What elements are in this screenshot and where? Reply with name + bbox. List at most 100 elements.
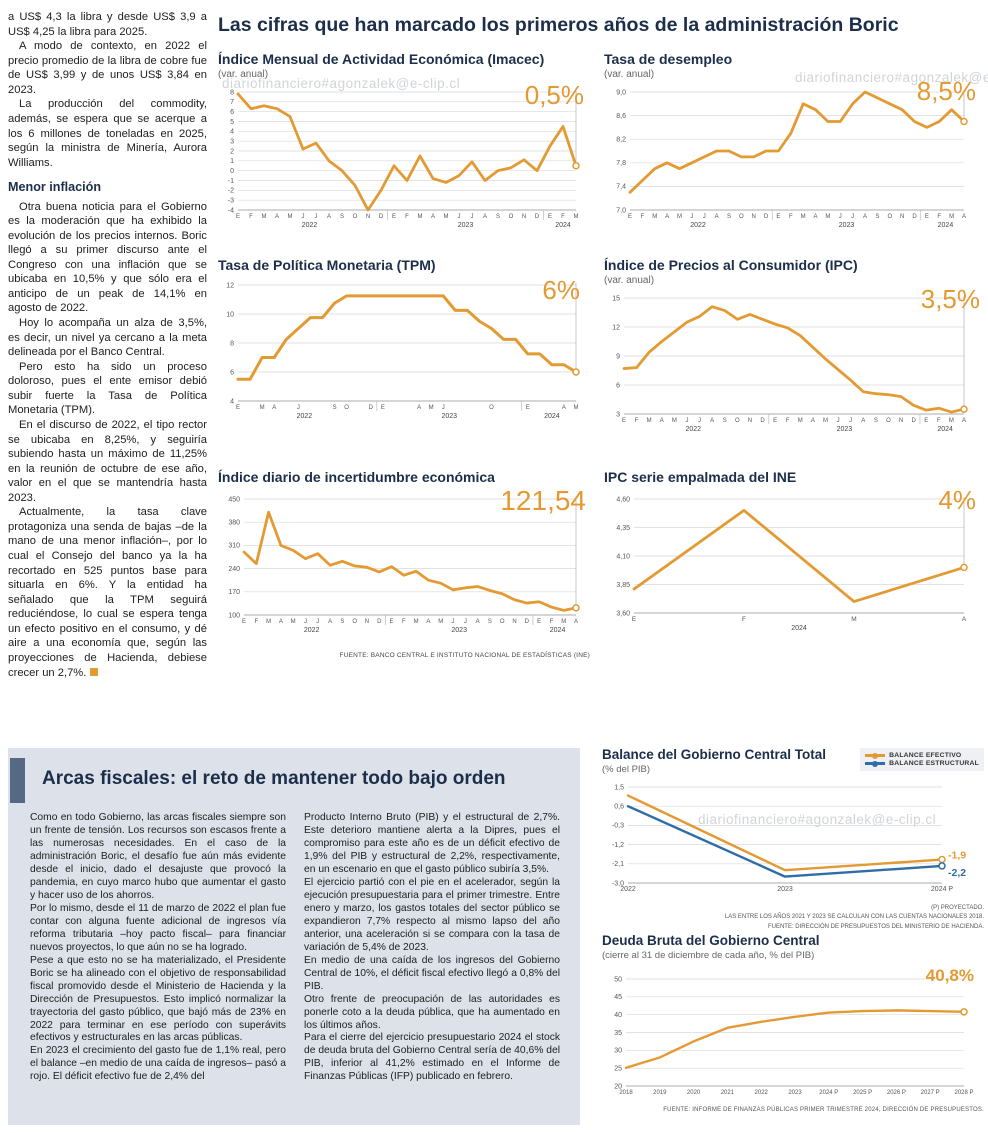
svg-text:J: J — [302, 214, 305, 220]
svg-text:D: D — [912, 214, 917, 220]
svg-text:A: A — [279, 619, 283, 625]
svg-text:2023: 2023 — [458, 222, 474, 229]
legend-label: BALANCE EFECTIVO — [889, 752, 962, 759]
fiscal-panel: Arcas fiscales: el reto de mantener todo… — [8, 748, 580, 1125]
svg-text:2028 P: 2028 P — [954, 1090, 973, 1096]
svg-text:N: N — [899, 418, 903, 424]
svg-text:A: A — [811, 418, 815, 424]
chart-desempleo: Tasa de desempleo (var. anual) 8,5% 9,0 8… — [604, 51, 984, 241]
svg-text:M: M — [444, 214, 449, 220]
svg-text:170: 170 — [228, 589, 240, 596]
svg-text:2022: 2022 — [685, 426, 701, 433]
svg-text:-1: -1 — [228, 178, 234, 185]
svg-text:M: M — [949, 418, 954, 424]
svg-text:O: O — [353, 214, 358, 220]
svg-text:J: J — [458, 214, 461, 220]
svg-text:2023: 2023 — [777, 886, 793, 893]
svg-text:M: M — [823, 418, 828, 424]
chart-deuda: Deuda Bruta del Gobierno Central (cierre… — [602, 933, 984, 1113]
svg-text:2024: 2024 — [544, 413, 560, 420]
svg-text:2018: 2018 — [619, 1090, 633, 1096]
svg-text:M: M — [798, 418, 803, 424]
chart-subtitle: (cierre al 31 de diciembre de cada año, … — [602, 949, 815, 961]
svg-text:E: E — [773, 418, 777, 424]
svg-text:F: F — [937, 214, 941, 220]
svg-text:J: J — [837, 418, 840, 424]
svg-text:2022: 2022 — [297, 413, 313, 420]
svg-text:D: D — [525, 619, 530, 625]
svg-text:2024: 2024 — [938, 222, 954, 229]
svg-text:-3: -3 — [228, 198, 234, 205]
chart-title: Índice diario de incertidumbre económica — [218, 469, 495, 485]
chart-title: Tasa de Política Monetaria (TPM) — [218, 257, 436, 273]
svg-text:-4: -4 — [228, 208, 234, 215]
svg-text:M: M — [266, 619, 271, 625]
svg-text:2022: 2022 — [755, 1090, 769, 1096]
svg-text:S: S — [874, 418, 878, 424]
svg-text:N: N — [365, 619, 369, 625]
svg-text:2024: 2024 — [937, 426, 953, 433]
svg-text:M: M — [574, 214, 579, 220]
svg-text:E: E — [236, 405, 240, 411]
chart-balance: BALANCE EFECTIVO BALANCE ESTRUCTURAL Bal… — [602, 747, 984, 933]
chart-value-label: 3,5% — [920, 284, 980, 315]
svg-text:M: M — [414, 619, 419, 625]
chart-source: FUENTE: INFORME DE FINANZAS PÚBLICAS PRI… — [663, 1106, 984, 1113]
svg-text:-1,2: -1,2 — [612, 842, 624, 849]
chart-title: Índice de Precios al Consumidor (IPC) — [604, 257, 858, 273]
page-title: Las cifras que han marcado los primeros … — [218, 14, 899, 36]
svg-text:6: 6 — [616, 383, 620, 390]
svg-text:E: E — [925, 214, 929, 220]
svg-text:D: D — [764, 214, 769, 220]
svg-text:J: J — [690, 214, 693, 220]
svg-text:E: E — [632, 616, 637, 623]
svg-text:45: 45 — [614, 994, 622, 1001]
svg-text:240: 240 — [228, 566, 240, 573]
svg-text:M: M — [652, 214, 657, 220]
svg-text:M: M — [801, 214, 806, 220]
svg-text:A: A — [962, 214, 966, 220]
chart-subtitle: (var. anual) — [604, 275, 655, 287]
svg-text:2021: 2021 — [721, 1090, 735, 1096]
svg-text:-2,2: -2,2 — [948, 867, 966, 879]
chart-notes: (P) PROYECTADO. LAS ENTRE LOS AÑOS 2021 Y… — [724, 904, 984, 931]
svg-text:N: N — [366, 214, 370, 220]
svg-text:310: 310 — [228, 543, 240, 550]
svg-text:E: E — [242, 619, 246, 625]
svg-text:F: F — [937, 418, 941, 424]
svg-text:E: E — [622, 418, 626, 424]
chart-value-label: 6% — [542, 275, 580, 306]
svg-text:S: S — [340, 619, 344, 625]
svg-text:30: 30 — [614, 1047, 622, 1054]
svg-text:J: J — [452, 619, 455, 625]
svg-text:F: F — [742, 616, 746, 623]
svg-text:O: O — [344, 405, 349, 411]
svg-text:M: M — [438, 619, 443, 625]
article-subhead: Menor inflación — [8, 180, 102, 195]
svg-text:A: A — [476, 619, 480, 625]
svg-text:J: J — [464, 619, 467, 625]
svg-text:7,4: 7,4 — [616, 184, 626, 191]
svg-text:A: A — [426, 619, 430, 625]
svg-text:A: A — [417, 405, 421, 411]
article-intro-paragraphs: a US$ 4,3 la libra y desde US$ 3,9 a US$… — [8, 11, 207, 169]
svg-text:2024: 2024 — [550, 627, 566, 634]
svg-text:O: O — [735, 418, 740, 424]
svg-text:M: M — [561, 619, 566, 625]
chart-imacec: Índice Mensual de Actividad Económica (I… — [218, 51, 590, 241]
svg-text:F: F — [786, 418, 790, 424]
svg-text:F: F — [561, 214, 565, 220]
article-body-paragraphs: Otra buena noticia para el Gobierno es l… — [8, 200, 207, 679]
chart-value-label: 121,54 — [500, 485, 586, 517]
svg-text:2024 P: 2024 P — [931, 886, 954, 893]
svg-text:F: F — [402, 619, 406, 625]
svg-text:N: N — [522, 214, 526, 220]
svg-text:N: N — [752, 214, 756, 220]
svg-text:J: J — [442, 405, 445, 411]
svg-text:-2,1: -2,1 — [612, 861, 624, 868]
svg-text:A: A — [272, 405, 276, 411]
svg-text:8,6: 8,6 — [616, 113, 626, 120]
chart-subtitle: (var. anual) — [218, 69, 269, 81]
svg-text:8: 8 — [230, 90, 234, 97]
chart-title: Tasa de desempleo — [604, 51, 733, 67]
